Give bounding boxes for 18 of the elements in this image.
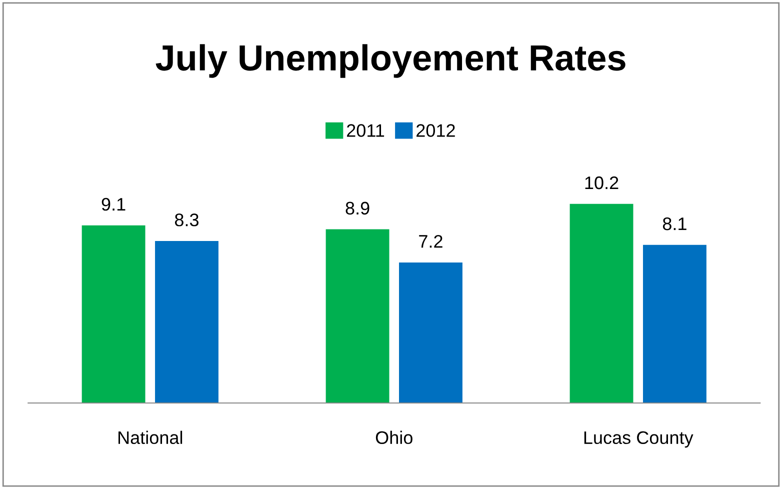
bar (82, 225, 146, 403)
bar (326, 229, 390, 403)
data-label: 8.3 (174, 214, 198, 226)
data-label: 8.1 (662, 217, 686, 230)
x-tick-label: National (118, 430, 182, 444)
bar (399, 262, 462, 403)
legend-label: 2012 (416, 124, 455, 137)
data-label: 8.9 (346, 202, 370, 215)
data-label: 9.1 (102, 198, 126, 211)
bar (155, 240, 218, 403)
bar (570, 204, 634, 403)
data-label: 7.2 (419, 234, 442, 248)
x-tick-label: Lucas County (584, 431, 694, 448)
data-label: 10.2 (585, 176, 618, 190)
legend-label: 2011 (346, 124, 384, 137)
bar (642, 244, 706, 403)
chart-title: July Unemployement Rates (156, 44, 626, 78)
x-tick-label: Ohio (376, 430, 412, 444)
